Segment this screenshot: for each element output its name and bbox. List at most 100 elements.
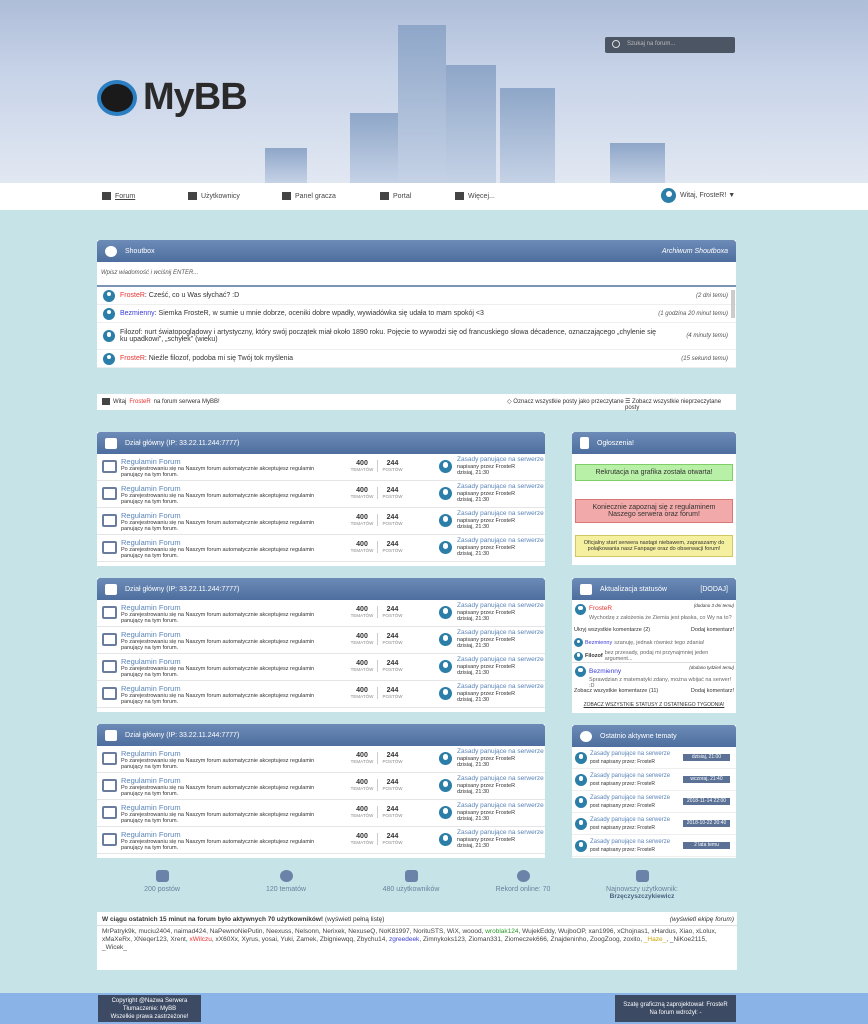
all-statuses-link[interactable]: ZOBACZ WSZYSTKIE STATUSY Z OSTATNIEGO TY… <box>583 702 725 708</box>
nav-more[interactable]: Więcej... <box>455 192 495 200</box>
online-user[interactable]: Xrent <box>170 936 186 943</box>
shoutbox-input[interactable]: Wpisz wiadomość i wciśnij ENTER... <box>97 262 736 287</box>
online-user[interactable]: Znajdeninho <box>550 936 587 943</box>
hide-comments-link[interactable]: Ukryj wszystkie komentarze (2) <box>574 627 651 633</box>
last-post-link[interactable]: Zasady panujące na serwerze <box>457 775 544 782</box>
full-list-link[interactable]: (wyświetl pełną listę) <box>323 916 385 923</box>
online-user[interactable]: _Wicek_ <box>102 944 127 951</box>
shout-user[interactable]: FrosteR <box>120 355 145 362</box>
last-post-link[interactable]: Zasady panujące na serwerze <box>457 683 544 690</box>
last-post-link[interactable]: Zasady panujące na serwerze <box>457 802 544 809</box>
last-post-link[interactable]: Zasady panujące na serwerze <box>457 602 544 609</box>
shout-user[interactable]: Filozof <box>120 329 141 336</box>
forum-link[interactable]: Regulamin Forum <box>121 538 181 547</box>
online-user[interactable]: WujekEddy <box>522 928 555 935</box>
online-user[interactable]: NorituSTS <box>413 928 444 935</box>
online-user[interactable]: Xyrus <box>241 936 259 943</box>
mark-read-link[interactable]: ◇ Oznacz wszystkie posty jako przeczytan… <box>507 399 624 405</box>
topic-link[interactable]: Zasady panujące na serwerze <box>590 751 671 757</box>
online-user[interactable]: muciu2404 <box>138 928 171 935</box>
nav-player-panel[interactable]: Panel gracza <box>282 192 336 200</box>
forum-link[interactable]: Regulamin Forum <box>121 603 181 612</box>
last-post-link[interactable]: Zasady panujące na serwerze <box>457 656 544 663</box>
online-user[interactable]: Nelsonn <box>295 928 319 935</box>
online-user[interactable]: Neexuss <box>266 928 292 935</box>
forum-row: Regulamin Forum Po zarejestrowaniu się na… <box>97 508 545 535</box>
online-user[interactable]: Zamek <box>296 936 317 943</box>
last-post-link[interactable]: Zasady panujące na serwerze <box>457 748 544 755</box>
topic-link[interactable]: Zasady panujące na serwerze <box>590 839 671 845</box>
online-user[interactable]: xan1996 <box>588 928 614 935</box>
online-user[interactable]: xChojnas1 <box>617 928 648 935</box>
online-user[interactable]: WiX <box>446 928 459 935</box>
online-user[interactable]: xX60Xx <box>215 936 238 943</box>
online-user[interactable]: Yuki <box>280 936 293 943</box>
forum-link[interactable]: Regulamin Forum <box>121 830 181 839</box>
last-post-link[interactable]: Zasady panujące na serwerze <box>457 629 544 636</box>
forum-link[interactable]: Regulamin Forum <box>121 630 181 639</box>
online-user[interactable]: Zbychu14 <box>356 936 386 943</box>
online-user[interactable]: MrPatryk9k <box>102 928 135 935</box>
last-post-link[interactable]: Zasady panujące na serwerze <box>457 829 544 836</box>
online-user[interactable]: _Haze_ <box>643 936 667 943</box>
online-user[interactable]: Zimnykoks123 <box>422 936 465 943</box>
add-status-button[interactable]: [DODAJ] <box>700 585 728 593</box>
forum-link[interactable]: Regulamin Forum <box>121 484 181 493</box>
online-user[interactable]: Nerixek <box>322 928 345 935</box>
online-user[interactable]: xHardus <box>651 928 676 935</box>
online-user[interactable]: xLolux <box>695 928 715 935</box>
stat-posts: 200 postów <box>112 870 212 893</box>
view-comments-link[interactable]: Zobacz wszystkie komentarze (11) <box>574 688 659 694</box>
nav-users[interactable]: Użytkownicy <box>188 192 240 200</box>
logo[interactable]: MyBB <box>97 76 248 119</box>
nav-portal[interactable]: Portal <box>380 192 411 200</box>
announcement: Rekrutacja na grafika została otwarta! <box>575 464 733 481</box>
topic-link[interactable]: Zasady panujące na serwerze <box>590 773 671 779</box>
scrollbar[interactable] <box>731 290 735 318</box>
search-input[interactable]: Szukaj na forum... <box>605 37 735 53</box>
online-user[interactable]: naimad424 <box>173 928 207 935</box>
last-post-link[interactable]: Zasady panujące na serwerze <box>457 456 544 463</box>
online-user[interactable]: Zioman331 <box>468 936 501 943</box>
nav-forum[interactable]: Forum <box>102 192 135 200</box>
online-user[interactable]: NaPewnoNiePutin <box>209 928 263 935</box>
online-user[interactable]: woood <box>462 928 482 935</box>
online-user[interactable]: ZoogZoog <box>589 936 620 943</box>
add-comment-link[interactable]: Dodaj komentarz! <box>690 688 734 694</box>
forum-link[interactable]: Regulamin Forum <box>121 803 181 812</box>
online-user[interactable]: xWilczu <box>189 936 212 943</box>
recent-topic: Zasady panujące na serwerze post napisany… <box>572 747 736 769</box>
forum-link[interactable]: Regulamin Forum <box>121 776 181 785</box>
online-user[interactable]: wroblak124 <box>485 928 519 935</box>
online-user[interactable]: yosai <box>261 936 277 943</box>
last-post-link[interactable]: Zasady panujące na serwerze <box>457 510 544 517</box>
forum-link[interactable]: Regulamin Forum <box>121 457 181 466</box>
online-user[interactable]: Zbigniewqq <box>319 936 354 943</box>
topic-link[interactable]: Zasady panujące na serwerze <box>590 817 671 823</box>
online-user[interactable]: _NiKoe2115 <box>669 936 706 943</box>
last-post-link[interactable]: Zasady panujące na serwerze <box>457 483 544 490</box>
shout-user[interactable]: FrosteR <box>120 292 145 299</box>
shoutbox-archive-link[interactable]: Archiwum Shoutboxa <box>661 247 728 255</box>
last-post-link[interactable]: Zasady panujące na serwerze <box>457 537 544 544</box>
user-menu[interactable]: Witaj, FrosteR! ▼ <box>661 188 735 203</box>
forum-link[interactable]: Regulamin Forum <box>121 749 181 758</box>
forum-link[interactable]: Regulamin Forum <box>121 684 181 693</box>
forum-link[interactable]: Regulamin Forum <box>121 657 181 666</box>
online-user[interactable]: zoxito <box>623 936 641 943</box>
online-user[interactable]: Ziomeczek666 <box>504 936 547 943</box>
online-user[interactable]: Xiao <box>679 928 693 935</box>
online-user[interactable]: NoK81997 <box>378 928 410 935</box>
online-user[interactable]: zgreedeek <box>388 936 420 943</box>
online-user[interactable]: XNeqer123 <box>133 936 167 943</box>
topic-link[interactable]: Zasady panujące na serwerze <box>590 795 671 801</box>
online-user[interactable]: NexuseQ <box>348 928 376 935</box>
forum-link[interactable]: Regulamin Forum <box>121 511 181 520</box>
team-link[interactable]: (wyświetl ekipę forum) <box>669 916 734 923</box>
online-user[interactable]: WujboOP <box>558 928 585 935</box>
view-unread-link[interactable]: ☰ Zobacz wszystkie nieprzeczytane posty <box>625 399 722 411</box>
edit-icon <box>155 870 169 882</box>
add-comment-link[interactable]: Dodaj komentarz! <box>690 627 734 633</box>
online-user[interactable]: xMaXeRx <box>102 936 131 943</box>
shout-user[interactable]: Bezmienny <box>120 310 155 317</box>
